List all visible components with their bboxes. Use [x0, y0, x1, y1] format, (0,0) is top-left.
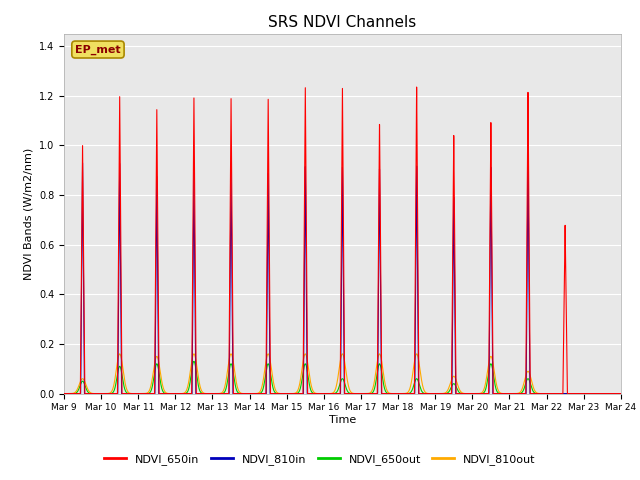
X-axis label: Time: Time [329, 415, 356, 425]
Legend: NDVI_650in, NDVI_810in, NDVI_650out, NDVI_810out: NDVI_650in, NDVI_810in, NDVI_650out, NDV… [100, 450, 540, 469]
Title: SRS NDVI Channels: SRS NDVI Channels [268, 15, 417, 30]
Y-axis label: NDVI Bands (W/m2/nm): NDVI Bands (W/m2/nm) [23, 147, 33, 280]
Text: EP_met: EP_met [75, 44, 121, 55]
